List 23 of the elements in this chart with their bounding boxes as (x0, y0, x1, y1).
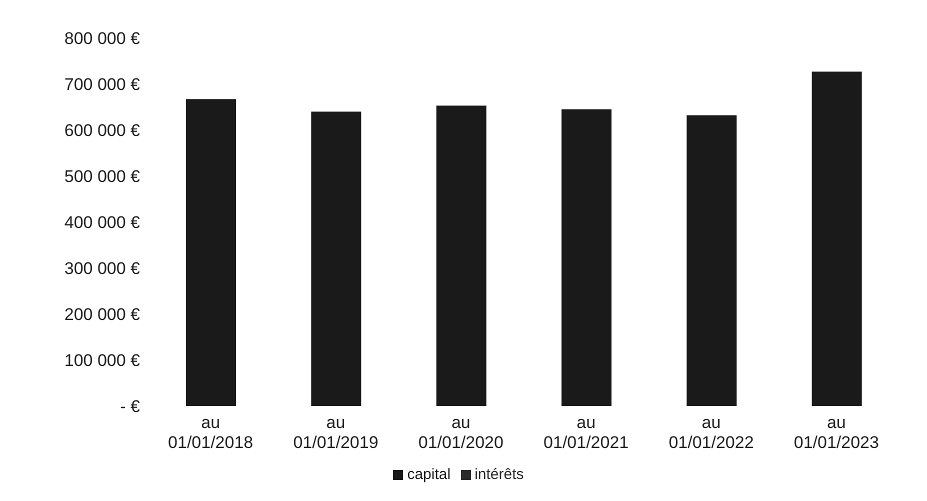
legend-label: intérêts (474, 466, 524, 483)
x-tick-label: au 01/01/2023 (794, 413, 879, 452)
bar (311, 112, 362, 406)
y-tick-label: 800 000 € (64, 29, 141, 48)
bar (812, 72, 862, 406)
x-tick-label: au 01/01/2020 (418, 413, 504, 452)
y-tick-label: 500 000 € (64, 167, 141, 186)
x-tick-label: au 01/01/2022 (668, 413, 754, 452)
x-tick-label: au 01/01/2018 (168, 413, 254, 452)
bar (562, 109, 612, 406)
y-tick-label: 300 000 € (64, 259, 141, 278)
bar (186, 99, 236, 406)
bar (686, 115, 737, 406)
y-tick-label: 600 000 € (64, 121, 141, 140)
x-tick-label: au 01/01/2021 (544, 413, 629, 452)
y-tick-label: 100 000 € (64, 351, 141, 370)
y-tick-label: - € (120, 397, 141, 416)
bar (436, 106, 486, 406)
y-tick-label: 700 000 € (64, 75, 141, 94)
legend-label: capital (407, 466, 451, 483)
y-tick-label: 400 000 € (64, 213, 141, 232)
x-tick-label: au 01/01/2019 (293, 413, 378, 452)
y-tick-label: 200 000 € (64, 305, 141, 324)
